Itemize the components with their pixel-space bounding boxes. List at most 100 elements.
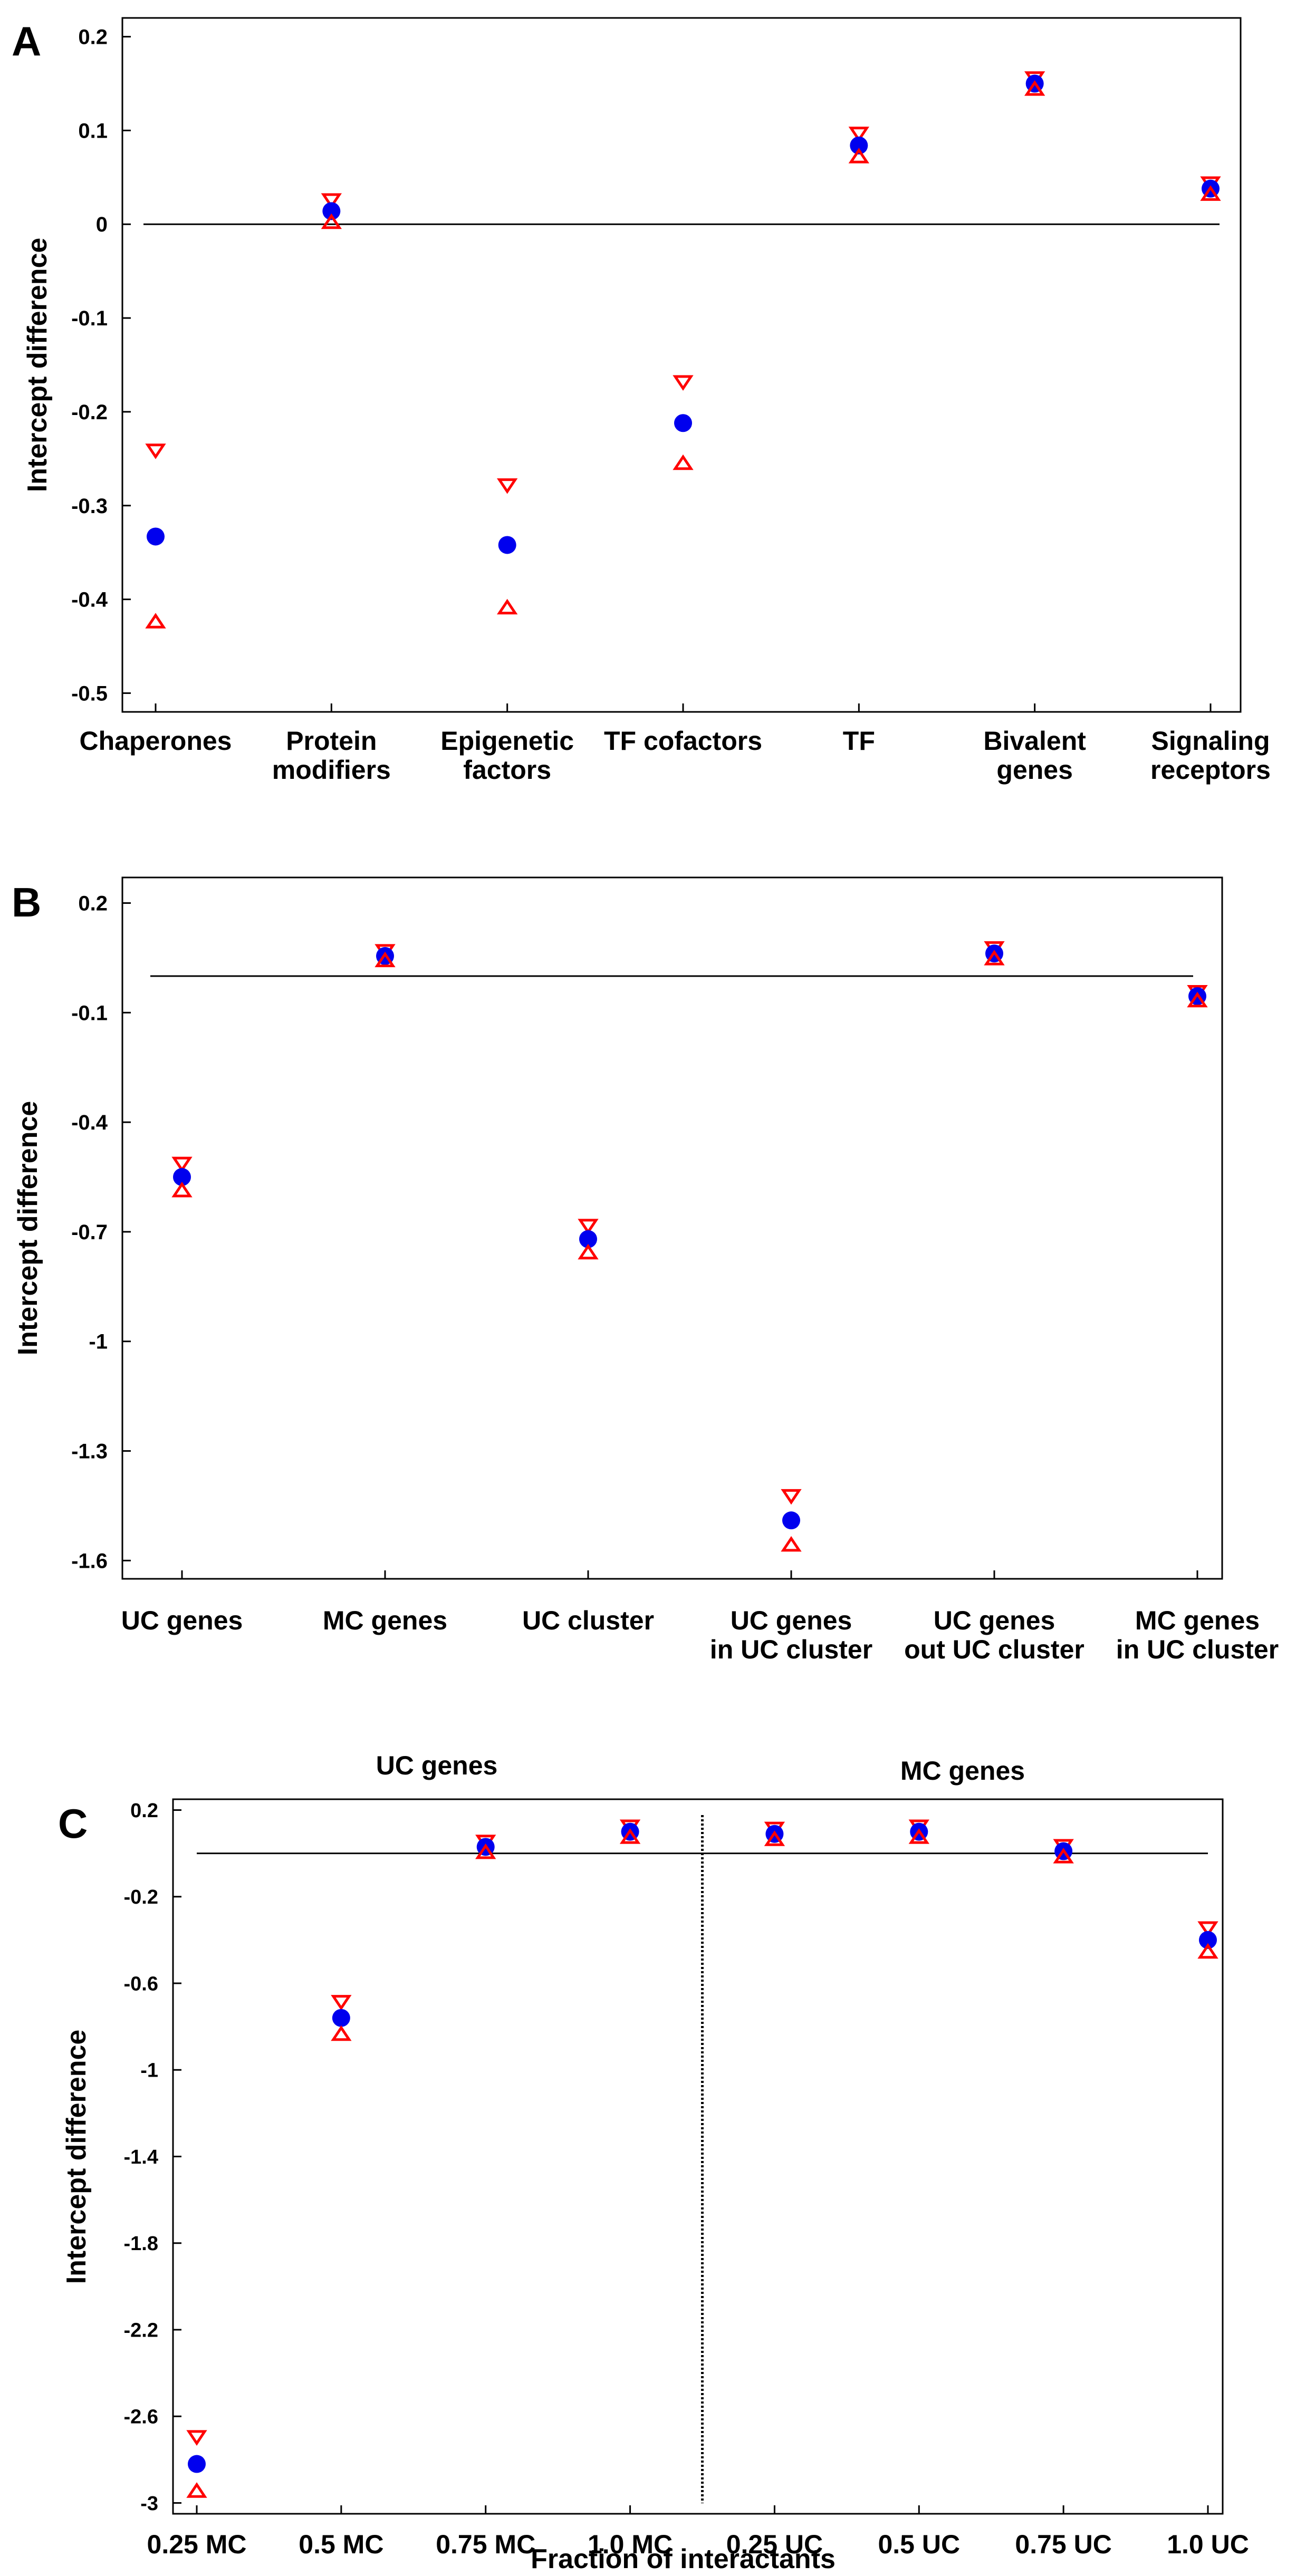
y-tick-label: -0.4 [71, 588, 108, 612]
y-tick-label: -0.1 [71, 307, 108, 330]
y-tick-label: -0.5 [71, 682, 108, 705]
x-category-label: 0.75 MC [436, 2530, 535, 2559]
x-category-label: UC cluster [522, 1606, 654, 1635]
panel-c-group-label-mc: MC genes [900, 1756, 1025, 1786]
panel-a: A Intercept difference 0.2 0.1 0 -0.1 -0.2 -0… [12, 17, 1271, 785]
x-category-label: 0.75 UC [1015, 2530, 1111, 2559]
x-category-label-line: MC genes [1135, 1606, 1260, 1635]
y-tick-label: -3 [140, 2493, 158, 2515]
lower-bound-point [578, 1243, 599, 1260]
x-category-label-line: UC genes [934, 1606, 1055, 1635]
y-tick-label: -0.4 [71, 1111, 108, 1134]
estimate-point [322, 202, 341, 220]
y-tick-label: 0 [96, 213, 108, 236]
x-category-label-line: Signaling [1151, 726, 1270, 756]
x-category-label: Bivalent genes [983, 726, 1086, 785]
estimate-point [498, 536, 516, 554]
x-category-label-line: genes [996, 755, 1073, 785]
lower-bound-point [171, 1181, 193, 1198]
y-tick-label: -1.4 [124, 2146, 158, 2168]
x-category-label-line: 0.25 MC [147, 2530, 247, 2559]
lower-bound-point [1024, 80, 1045, 96]
x-category-label-line: Protein [286, 726, 377, 756]
lower-bound-point [496, 599, 518, 615]
lower-bound-point [764, 1830, 785, 1846]
panel-c-group-label-uc: UC genes [376, 1751, 498, 1780]
upper-bound-point [496, 478, 518, 494]
estimate-point [782, 1511, 800, 1530]
panel-b: B Intercept difference 0.2 -0.1 -0.4 -0.7 -1… [12, 876, 1279, 1664]
x-category-label-line: UC cluster [522, 1606, 654, 1635]
panel-a-ticks: 0.2 0.1 0 -0.1 -0.2 -0.3 -0.4 -0.5 Chaperones Pro… [71, 26, 1271, 785]
x-category-label-line: receptors [1150, 755, 1271, 785]
x-category-label-line: 0.25 UC [726, 2530, 823, 2559]
x-category-label: UC genes in UC cluster [710, 1606, 872, 1664]
estimate-point [188, 2455, 206, 2473]
lower-bound-point [1197, 1943, 1218, 1959]
y-tick-label: 0.2 [130, 1800, 158, 1822]
y-tick-label: -1.6 [71, 1549, 108, 1572]
panel-letter-b: B [12, 879, 41, 925]
lower-bound-point [673, 454, 694, 470]
x-category-label: 1.0 MC [588, 2530, 673, 2559]
y-tick-label: -0.3 [71, 495, 108, 518]
lower-bound-point [1200, 185, 1221, 201]
lower-bound-point [619, 1828, 641, 1844]
x-category-label-line: 1.0 MC [588, 2530, 673, 2559]
panel-c-plot-frame [172, 1798, 1224, 2515]
upper-bound-point [848, 127, 870, 142]
panel-c-y-axis-label: Intercept difference [61, 2030, 92, 2284]
lower-bound-point [781, 1536, 802, 1552]
panel-c-x-axis-label: Fraction of interactants [531, 2544, 836, 2574]
x-category-label: 0.5 UC [878, 2530, 960, 2559]
upper-bound-point [578, 1219, 599, 1234]
x-category-label-line: UC genes [121, 1606, 243, 1635]
panel-a-y-axis-label-group: Intercept difference [22, 238, 53, 493]
lower-bound-point [321, 213, 342, 229]
lower-bound-point [848, 148, 870, 163]
x-category-label-line: 0.75 UC [1015, 2530, 1111, 2559]
lower-bound-point [145, 613, 166, 629]
y-tick-label: -0.6 [124, 1973, 158, 1995]
x-category-label-line: 1.0 UC [1167, 2530, 1249, 2559]
y-tick-label: -2.6 [124, 2406, 158, 2428]
x-category-label-line: Epigenetic [440, 726, 574, 756]
upper-bound-point [673, 375, 694, 391]
panel-b-marks [150, 941, 1208, 1552]
panel-b-plot-frame [121, 876, 1223, 1580]
panel-letter-c: C [58, 1800, 88, 1847]
x-category-label: Signaling receptors [1150, 726, 1271, 785]
x-category-label-line: out UC cluster [904, 1635, 1084, 1664]
estimate-point [850, 136, 868, 155]
y-tick-label: -0.2 [124, 1886, 158, 1908]
lower-bound-point [375, 951, 396, 968]
lower-bound-point [984, 950, 1005, 966]
upper-bound-point [145, 443, 166, 459]
lower-bound-point [908, 1828, 929, 1844]
lower-bound-point [331, 2025, 352, 2041]
x-category-label-line: UC genes [731, 1606, 852, 1635]
x-category-label-line: modifiers [272, 755, 391, 785]
x-category-label-line: 0.5 UC [878, 2530, 960, 2559]
estimate-point [147, 527, 165, 546]
panel-a-y-axis-label: Intercept difference [22, 238, 53, 493]
panel-letter-a: A [12, 18, 41, 64]
y-tick-label: -0.2 [71, 401, 108, 424]
y-tick-label: -1 [140, 2060, 158, 2082]
estimate-point [674, 414, 692, 432]
panel-a-marks [143, 71, 1221, 629]
y-tick-label: 0.2 [78, 892, 108, 915]
y-tick-label: -1.3 [71, 1440, 108, 1463]
panel-c-marks [186, 1815, 1218, 2503]
x-category-label-line: in UC cluster [710, 1635, 872, 1664]
y-tick-label: 0.2 [78, 26, 108, 49]
x-category-label-line: 0.75 MC [436, 2530, 535, 2559]
x-category-label-line: 0.5 MC [299, 2530, 383, 2559]
lower-bound-point [186, 2482, 207, 2498]
x-category-label: TF cofactors [604, 726, 762, 756]
y-tick-label: -1.8 [124, 2233, 158, 2255]
lower-bound-point [475, 1843, 496, 1859]
y-tick-label: -0.1 [71, 1001, 108, 1025]
x-category-label-line: Bivalent [983, 726, 1086, 756]
